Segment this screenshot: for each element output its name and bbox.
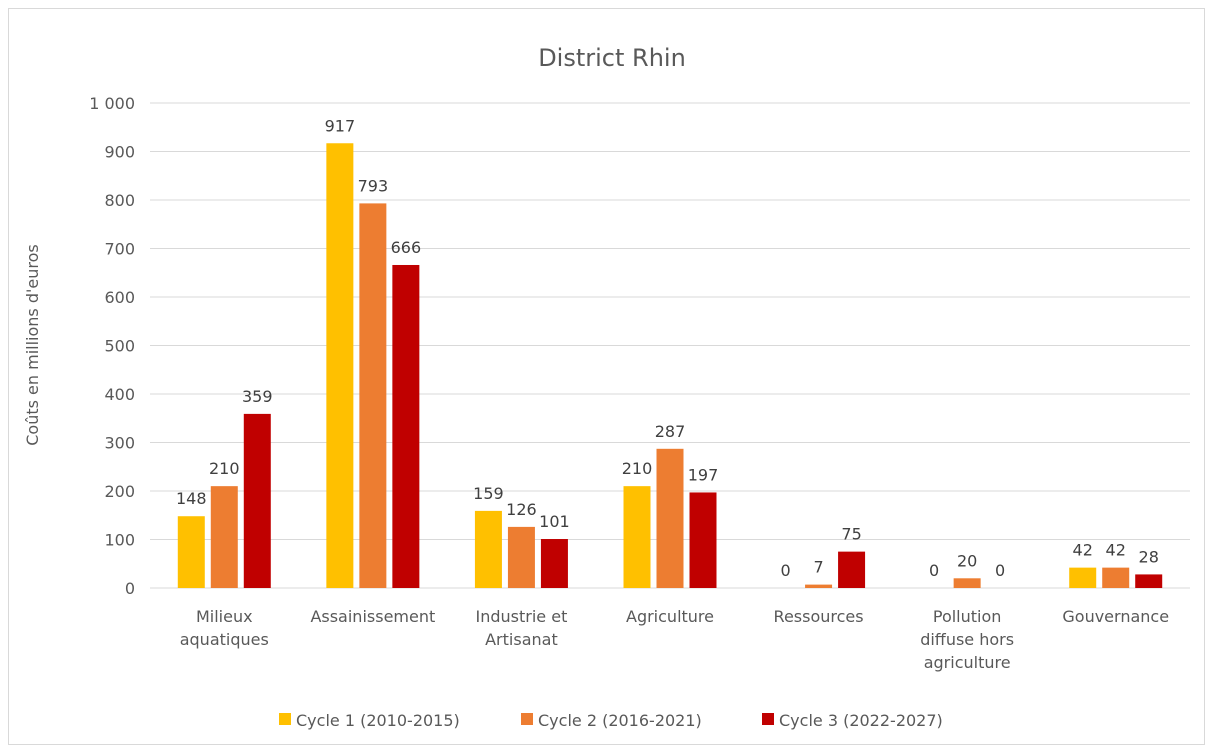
data-label-series2-cat5: 7 — [813, 558, 823, 577]
legend-label-series2: Cycle 2 (2016-2021) — [538, 711, 702, 730]
legend: Cycle 1 (2010-2015) Cycle 2 (2016-2021) Cy… — [279, 711, 943, 730]
y-tick-label-100: 100 — [104, 531, 135, 550]
data-label-series2-cat2: 793 — [358, 176, 389, 195]
bar-series3-cat7 — [1135, 574, 1163, 588]
bar-series2-cat6 — [953, 578, 981, 588]
data-label-series3-cat5: 75 — [841, 525, 861, 544]
legend-label-series3: Cycle 3 (2022-2027) — [779, 711, 943, 730]
bar-series3-cat4 — [689, 492, 717, 588]
y-tick-label-800: 800 — [104, 191, 135, 210]
y-tick-label-500: 500 — [104, 337, 135, 356]
data-label-series3-cat4: 197 — [688, 465, 719, 484]
x-tick-label-cat2: Assainissement — [310, 607, 435, 626]
y-tick-label-200: 200 — [104, 482, 135, 501]
data-label-series3-cat3: 101 — [539, 512, 570, 531]
bar-series3-cat5 — [838, 551, 866, 588]
data-label-series1-cat4: 210 — [622, 459, 653, 478]
data-label-series1-cat7: 42 — [1073, 541, 1093, 560]
y-tick-label-0: 0 — [125, 579, 135, 598]
data-label-series1-cat1: 148 — [176, 489, 207, 508]
data-label-series1-cat6: 0 — [929, 561, 939, 580]
bar-series1-cat1 — [177, 516, 205, 588]
bar-series1-cat3 — [474, 510, 502, 588]
bar-series2-cat2 — [359, 203, 387, 588]
chart-title: District Rhin — [538, 44, 686, 72]
bar-series2-cat7 — [1102, 567, 1130, 588]
legend-label-series1: Cycle 1 (2010-2015) — [296, 711, 460, 730]
chart-frame — [8, 8, 1205, 745]
legend-swatch-series3 — [762, 713, 774, 725]
data-label-series2-cat7: 42 — [1106, 541, 1126, 560]
data-label-series2-cat4: 287 — [655, 422, 686, 441]
y-tick-label-600: 600 — [104, 288, 135, 307]
x-tick-label-cat5: Ressources — [774, 607, 864, 626]
y-tick-label-700: 700 — [104, 240, 135, 259]
bars — [177, 143, 1163, 588]
bar-series2-cat3 — [507, 526, 535, 588]
bar-series2-cat1 — [210, 486, 238, 588]
x-tick-label-cat1: Milieux aquatiques — [180, 607, 269, 649]
x-axis-labels: Milieux aquatiques Assainissement Industrie… — [180, 607, 1169, 672]
x-tick-label-cat6: Pollution diffuse hors agriculture — [920, 607, 1014, 672]
legend-swatch-series1 — [279, 713, 291, 725]
data-label-series3-cat1: 359 — [242, 387, 273, 406]
legend-swatch-series2 — [521, 713, 533, 725]
data-label-series1-cat5: 0 — [780, 561, 790, 580]
bar-series3-cat1 — [243, 413, 271, 588]
x-tick-label-cat7: Gouvernance — [1062, 607, 1169, 626]
y-tick-label-300: 300 — [104, 434, 135, 453]
x-tick-label-cat3: Industrie et Artisanat — [476, 607, 568, 649]
bar-series3-cat2 — [392, 264, 420, 588]
y-tick-label-400: 400 — [104, 385, 135, 404]
bar-series3-cat3 — [540, 539, 568, 588]
bar-series1-cat2 — [326, 143, 354, 588]
data-label-series3-cat7: 28 — [1139, 547, 1159, 566]
data-label-series2-cat1: 210 — [209, 459, 240, 478]
bar-series1-cat4 — [623, 486, 651, 588]
y-tick-label-900: 900 — [104, 143, 135, 162]
data-label-series1-cat3: 159 — [473, 484, 504, 503]
bar-series2-cat5 — [805, 584, 833, 588]
x-tick-label-cat4: Agriculture — [626, 607, 714, 626]
data-label-series3-cat2: 666 — [391, 238, 422, 257]
bar-series2-cat4 — [656, 448, 684, 588]
bar-series1-cat7 — [1069, 567, 1097, 588]
y-tick-label-1000: 1 000 — [89, 94, 135, 113]
data-label-series1-cat2: 917 — [325, 116, 356, 135]
data-label-series3-cat6: 0 — [995, 561, 1005, 580]
data-label-series2-cat6: 20 — [957, 551, 977, 570]
y-axis-label: Coûts en millions d'euros — [23, 244, 42, 445]
data-label-series2-cat3: 126 — [506, 500, 537, 519]
